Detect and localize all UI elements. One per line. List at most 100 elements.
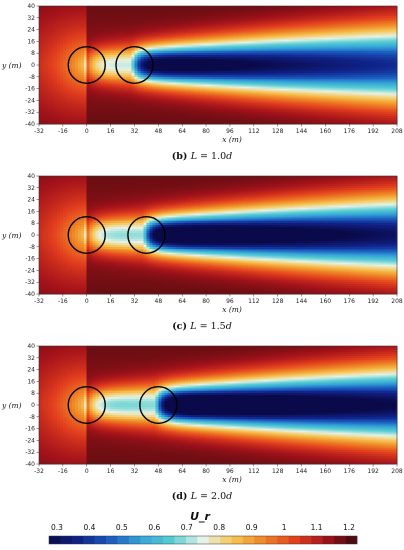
heatmap-cell bbox=[65, 61, 70, 64]
heatmap-cell bbox=[44, 63, 49, 66]
heatmap-cell bbox=[197, 106, 201, 109]
heatmap-cell bbox=[209, 82, 213, 86]
heatmap-cell bbox=[41, 21, 46, 25]
heatmap-cell bbox=[161, 96, 165, 99]
heatmap-cell bbox=[74, 45, 79, 48]
heatmap-cell bbox=[188, 82, 192, 86]
heatmap-cell bbox=[167, 114, 171, 117]
heatmap-cell bbox=[235, 13, 240, 17]
heatmap-cell bbox=[170, 35, 174, 38]
heatmap-cell bbox=[212, 82, 216, 86]
heatmap-cell bbox=[122, 98, 126, 101]
heatmap-cell bbox=[149, 112, 153, 115]
heatmap-cell bbox=[203, 80, 207, 84]
heatmap-cell bbox=[167, 116, 171, 119]
heatmap-cell bbox=[89, 49, 94, 52]
heatmap-cell bbox=[223, 23, 228, 27]
heatmap-cell bbox=[220, 90, 225, 93]
heatmap-cell bbox=[128, 70, 132, 74]
heatmap-cell bbox=[176, 76, 180, 80]
heatmap-cell bbox=[146, 68, 150, 72]
heatmap-cell bbox=[62, 110, 67, 113]
heatmap-cell bbox=[197, 94, 201, 97]
heatmap-cell bbox=[223, 41, 228, 44]
heatmap-cell bbox=[191, 84, 195, 88]
heatmap-cell bbox=[47, 120, 52, 123]
heatmap-cell bbox=[113, 57, 117, 60]
heatmap-cell bbox=[170, 114, 174, 117]
heatmap-cell bbox=[92, 110, 97, 113]
heatmap-cell bbox=[68, 90, 73, 93]
heatmap-cell bbox=[185, 19, 189, 23]
heatmap-cell bbox=[179, 78, 183, 82]
heatmap-cell bbox=[173, 72, 177, 76]
heatmap-cell bbox=[215, 31, 219, 34]
heatmap-cell bbox=[39, 92, 43, 95]
heatmap-cell bbox=[149, 21, 153, 25]
heatmap-cell bbox=[161, 39, 165, 42]
heatmap-cell bbox=[92, 23, 97, 27]
heatmap-cell bbox=[158, 106, 162, 109]
heatmap-cell bbox=[53, 9, 58, 13]
heatmap-cell bbox=[185, 61, 189, 64]
heatmap-cell bbox=[47, 76, 52, 80]
heatmap-cell bbox=[74, 84, 79, 88]
heatmap-cell bbox=[98, 108, 103, 111]
heatmap-cell bbox=[226, 68, 231, 72]
heatmap-cell bbox=[122, 86, 126, 89]
heatmap-cell bbox=[173, 37, 177, 40]
heatmap-cell bbox=[206, 21, 210, 25]
heatmap-cell bbox=[173, 61, 177, 64]
heatmap-cell bbox=[155, 118, 159, 121]
heatmap-cell bbox=[152, 78, 156, 82]
heatmap-cell bbox=[218, 35, 222, 38]
heatmap-cell bbox=[95, 108, 100, 111]
heatmap-cell bbox=[47, 110, 52, 113]
heatmap-cell bbox=[209, 68, 213, 72]
heatmap-cell bbox=[235, 19, 240, 23]
heatmap-cell bbox=[170, 31, 174, 34]
heatmap-cell bbox=[161, 88, 165, 91]
heatmap-cell bbox=[125, 94, 129, 97]
heatmap-cell bbox=[53, 66, 58, 70]
heatmap-cell bbox=[155, 59, 159, 62]
heatmap-cell bbox=[125, 51, 129, 54]
heatmap-cell bbox=[77, 96, 82, 99]
heatmap-cell bbox=[203, 84, 207, 88]
heatmap-cell bbox=[80, 39, 85, 42]
heatmap-cell bbox=[131, 31, 135, 34]
heatmap-cell bbox=[104, 29, 109, 32]
heatmap-cell bbox=[137, 31, 141, 34]
heatmap-cell bbox=[122, 9, 126, 13]
heatmap-cell bbox=[200, 9, 204, 13]
heatmap-cell bbox=[226, 92, 231, 95]
heatmap-cell bbox=[155, 11, 159, 15]
heatmap-cell bbox=[92, 120, 97, 123]
heatmap-cell bbox=[235, 66, 240, 70]
heatmap-cell bbox=[182, 33, 186, 36]
heatmap-cell bbox=[164, 100, 168, 103]
heatmap-cell bbox=[59, 39, 64, 42]
heatmap-cell bbox=[107, 39, 111, 42]
heatmap-cell bbox=[107, 94, 111, 97]
heatmap-cell bbox=[113, 29, 117, 32]
heatmap-cell bbox=[95, 51, 100, 54]
heatmap-cell bbox=[155, 35, 159, 38]
heatmap-cell bbox=[140, 92, 144, 95]
heatmap-cell bbox=[182, 104, 186, 107]
heatmap-cell bbox=[92, 55, 97, 58]
heatmap-cell bbox=[226, 110, 231, 113]
heatmap-cell bbox=[206, 114, 210, 117]
heatmap-cell bbox=[131, 9, 135, 13]
heatmap-cell bbox=[149, 78, 153, 82]
heatmap-cell bbox=[200, 63, 204, 66]
heatmap-cell bbox=[62, 15, 67, 19]
heatmap-cell bbox=[116, 23, 120, 27]
heatmap-cell bbox=[232, 57, 237, 60]
heatmap-cell bbox=[122, 108, 126, 111]
heatmap-cell bbox=[235, 70, 240, 74]
heatmap-cell bbox=[188, 84, 192, 88]
heatmap-cell bbox=[92, 57, 97, 60]
heatmap-cell bbox=[122, 96, 126, 99]
heatmap-cell bbox=[152, 23, 156, 27]
